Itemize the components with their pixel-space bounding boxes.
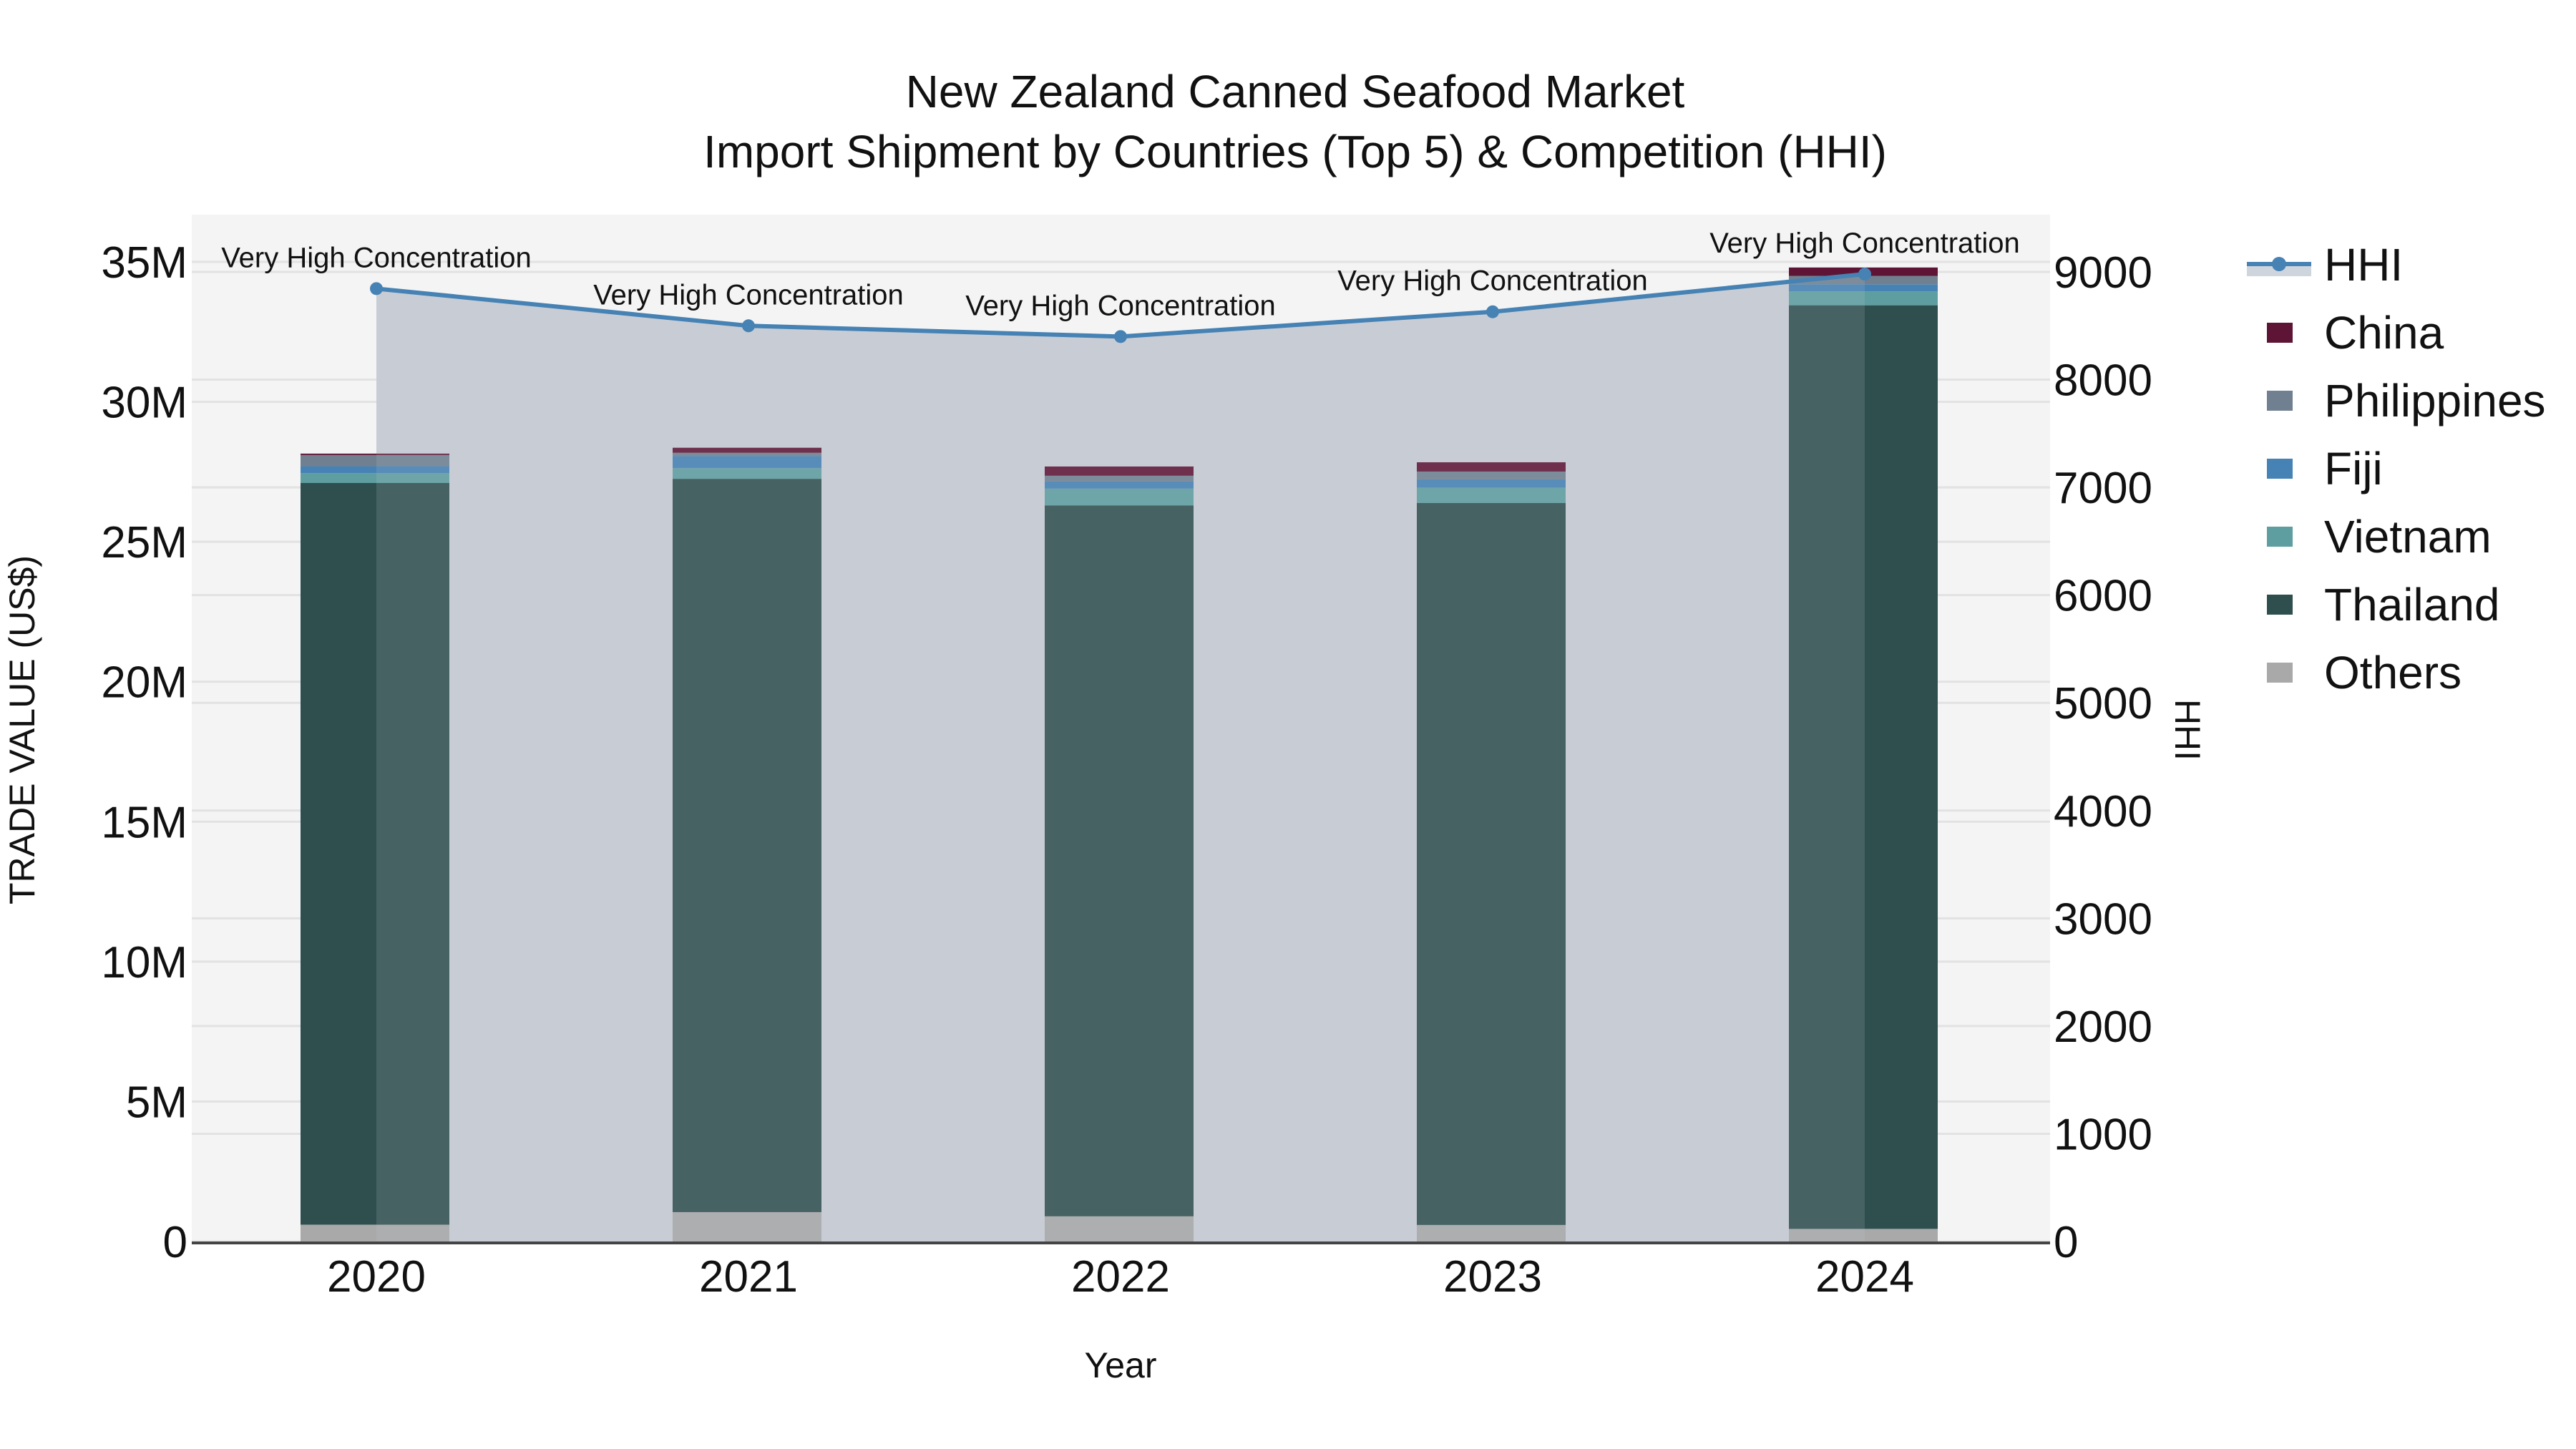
hhi-marker (1114, 330, 1127, 343)
legend-label: Others (2324, 647, 2462, 698)
y-right-tick: 3000 (2054, 894, 2152, 944)
hhi-annotation: Very High Concentration (1337, 265, 1648, 297)
hhi-annotation: Very High Concentration (1709, 228, 2020, 259)
bar-segment-vietnam (673, 468, 821, 479)
legend-item-others[interactable]: Others (2247, 644, 2462, 701)
bar-segment-fiji (1789, 284, 1938, 292)
x-tick: 2020 (327, 1252, 426, 1302)
legend-line-marker-icon (2247, 250, 2311, 279)
bar-segment-thailand (673, 479, 821, 1212)
bar-segment-others (301, 1224, 449, 1241)
bar-segment-others (673, 1211, 821, 1241)
x-tick: 2024 (1815, 1252, 1914, 1302)
hhi-marker (370, 282, 383, 296)
x-tick: 2021 (699, 1252, 798, 1302)
bar-segment-thailand (1045, 505, 1194, 1216)
bar-segment-others (1045, 1216, 1194, 1241)
bar-segment-philippines (673, 452, 821, 457)
legend-item-hhi[interactable]: HHI (2247, 236, 2403, 293)
legend-label: Vietnam (2324, 511, 2492, 562)
y-right-tick: 2000 (2054, 1002, 2152, 1052)
y-right-tick: 1000 (2054, 1110, 2152, 1159)
legend-item-vietnam[interactable]: Vietnam (2247, 508, 2492, 565)
bar-segment-fiji (301, 466, 449, 474)
y-right-tick: 6000 (2054, 572, 2152, 621)
y-left-tick: 25M (101, 518, 187, 567)
bar-segment-china (1045, 466, 1194, 476)
legend-swatch-icon (2267, 595, 2293, 615)
legend-item-fiji[interactable]: Fiji (2247, 440, 2383, 497)
bar-segment-vietnam (1417, 487, 1566, 503)
legend-item-philippines[interactable]: Philippines (2247, 372, 2546, 429)
legend-swatch-icon (2267, 527, 2293, 547)
legend-swatch-icon (2267, 323, 2293, 343)
legend-label: HHI (2324, 239, 2404, 291)
bar-segment-vietnam (301, 473, 449, 484)
bar-segment-fiji (673, 456, 821, 469)
bar-segment-thailand (1789, 305, 1938, 1229)
hhi-annotation: Very High Concentration (593, 279, 904, 311)
hhi-annotation: Very High Concentration (221, 242, 532, 273)
y-right-tick: 7000 (2054, 464, 2152, 513)
bar-segment-vietnam (1789, 291, 1938, 306)
legend-label: Thailand (2324, 579, 2500, 630)
legend-label: Fiji (2324, 443, 2383, 494)
y-right-axis-title: HHI (2167, 699, 2207, 761)
y-right-tick: 0 (2054, 1218, 2078, 1267)
hhi-marker (1486, 305, 1499, 318)
x-axis-title: Year (1084, 1345, 1156, 1385)
legend-swatch-icon (2267, 391, 2293, 411)
bar-segment-china (673, 447, 821, 453)
y-right-tick: 5000 (2054, 679, 2152, 728)
hhi-marker (742, 319, 755, 333)
bar-segment-thailand (301, 483, 449, 1225)
bar-segment-thailand (1417, 502, 1566, 1225)
y-left-tick: 15M (101, 798, 187, 847)
hhi-annotation: Very High Concentration (965, 290, 1276, 321)
y-right-tick: 9000 (2054, 248, 2152, 298)
y-left-axis-title: TRADE VALUE (US$) (2, 555, 42, 904)
legend-label: China (2324, 307, 2444, 358)
bar-segment-china (301, 453, 449, 455)
bar-segment-fiji (1045, 481, 1194, 489)
y-right-tick: 4000 (2054, 787, 2152, 836)
y-left-tick: 5M (126, 1078, 187, 1127)
y-left-tick: 10M (101, 938, 187, 987)
y-left-tick: 0 (163, 1218, 187, 1267)
bar-segment-vietnam (1045, 488, 1194, 506)
chart-title-line2: Import Shipment by Countries (Top 5) & C… (703, 126, 1887, 177)
y-left-tick: 35M (101, 238, 187, 288)
bar-segment-philippines (1417, 471, 1566, 479)
x-tick: 2023 (1443, 1252, 1542, 1302)
bar-segment-china (1417, 462, 1566, 472)
legend-item-thailand[interactable]: Thailand (2247, 576, 2500, 633)
bar-segment-others (1789, 1229, 1938, 1241)
legend-label: Philippines (2324, 375, 2546, 426)
legend-swatch-icon (2267, 663, 2293, 683)
hhi-marker (1858, 268, 1871, 281)
bar-segment-fiji (1417, 479, 1566, 488)
x-tick: 2022 (1071, 1252, 1170, 1302)
y-right-tick: 8000 (2054, 356, 2152, 406)
legend-swatch-icon (2267, 459, 2293, 479)
bar-segment-others (1417, 1224, 1566, 1241)
bar-segment-philippines (1045, 475, 1194, 482)
hhi-area-overlay (376, 274, 1865, 1241)
chart-title-line1: New Zealand Canned Seafood Market (905, 66, 1685, 117)
legend-item-china[interactable]: China (2247, 304, 2444, 361)
y-left-tick: 30M (101, 379, 187, 428)
y-left-tick: 20M (101, 658, 187, 708)
bar-segment-philippines (301, 454, 449, 467)
